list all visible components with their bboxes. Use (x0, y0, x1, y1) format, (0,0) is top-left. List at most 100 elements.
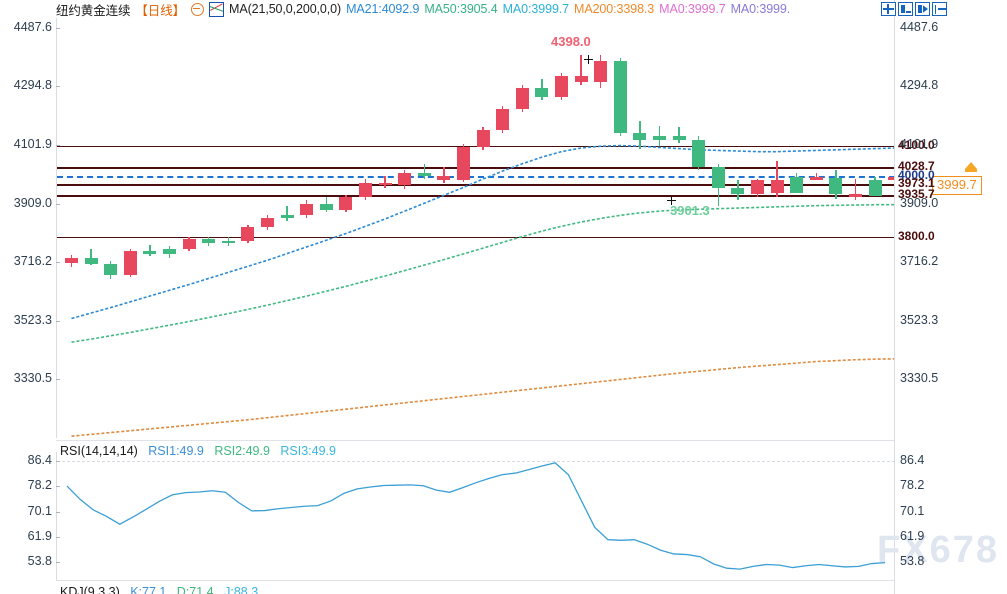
axis-tick (56, 379, 60, 380)
candle-body[interactable] (790, 177, 804, 193)
expand-tool-icon[interactable] (932, 2, 947, 16)
candle-body[interactable] (417, 173, 431, 176)
candle-body[interactable] (770, 180, 784, 193)
candle-body[interactable] (751, 180, 764, 195)
price-level-line[interactable] (57, 175, 895, 178)
price-level-label: 3935.7 (898, 187, 935, 202)
ma0-value-2: MA0:3999.7 (659, 2, 726, 16)
circle-minus-icon[interactable] (191, 2, 205, 16)
rsi-axis-label-right: 78.2 (900, 478, 925, 493)
candle-body[interactable] (398, 173, 412, 185)
rsi3-value: RSI3:49.9 (280, 444, 336, 458)
candle-body[interactable] (809, 177, 823, 180)
candle-body[interactable] (65, 257, 78, 264)
price-level-line[interactable] (57, 236, 895, 239)
candle-body[interactable] (476, 130, 490, 148)
price-axis-label-left: 3523.3 (13, 312, 52, 327)
candle-body[interactable] (84, 257, 98, 265)
candle-body[interactable] (496, 109, 510, 131)
candle-body[interactable] (515, 87, 529, 110)
candle-wick (658, 125, 661, 146)
symbol-name[interactable]: 纽约黄金连续 (56, 3, 131, 18)
candle-body[interactable] (339, 197, 353, 210)
candle-body[interactable] (594, 60, 608, 82)
candle-body[interactable] (182, 239, 196, 250)
candle-body[interactable] (574, 75, 588, 82)
price-level-line[interactable] (57, 145, 895, 148)
ma-line-series (71, 144, 895, 320)
axis-tick (56, 203, 60, 205)
last-price-tag[interactable]: 3999.7 (932, 176, 982, 195)
candle-body[interactable] (300, 203, 314, 216)
candle-wick (776, 160, 778, 198)
axis-tick (56, 262, 60, 263)
rsi-axis-label-left: 70.1 (27, 503, 52, 518)
candle-body[interactable] (633, 133, 647, 140)
candle-body[interactable] (359, 182, 372, 198)
zoom-region-tool-icon[interactable] (915, 2, 930, 16)
rsi2-value: RSI2:49.9 (214, 444, 270, 458)
kdj-formula: KDJ(9,3,3) (60, 585, 120, 594)
axis-tick (56, 320, 60, 322)
axis-tick (56, 28, 60, 29)
last-price-arrow-icon (965, 162, 977, 169)
rsi-axis-label-left: 78.2 (27, 478, 52, 493)
axis-tick (56, 86, 60, 88)
candle-body[interactable] (280, 215, 294, 218)
price-level-line[interactable] (57, 184, 895, 186)
candle-body[interactable] (437, 175, 451, 180)
candle-body[interactable] (692, 139, 706, 167)
candle-body[interactable] (221, 240, 235, 244)
candle-body[interactable] (731, 188, 745, 195)
price-axis-label-right: 4487.6 (900, 20, 939, 34)
candle-body[interactable] (888, 176, 895, 181)
swing-high-label: 4398.0 (551, 34, 591, 49)
candle-body[interactable] (672, 136, 686, 140)
candle-body[interactable] (849, 194, 862, 197)
crosshair-tool-icon[interactable] (881, 2, 896, 16)
candle-body[interactable] (535, 87, 549, 98)
price-level-line[interactable] (57, 195, 895, 197)
price-level-label: 3800.0 (898, 228, 935, 243)
price-level-label: 4100.0 (898, 137, 935, 152)
candle-body[interactable] (711, 166, 725, 189)
candle-body[interactable] (123, 251, 137, 276)
candle-body[interactable] (143, 251, 157, 255)
price-level-label: 3973.1 (898, 176, 935, 191)
price-chart-pane[interactable] (56, 18, 895, 438)
candle-body[interactable] (319, 203, 333, 210)
rsi-axis-label-right: 53.8 (900, 554, 925, 568)
price-axis-label-right: 3330.5 (900, 371, 939, 385)
candle-body[interactable] (829, 178, 843, 195)
axis-tick (56, 486, 60, 488)
candle-body[interactable] (555, 75, 568, 98)
ma50-value: MA50:3905.4 (424, 2, 498, 16)
candle-body[interactable] (104, 264, 118, 276)
candle-body[interactable] (868, 180, 882, 196)
candle-wick (90, 248, 92, 266)
candle-body[interactable] (457, 147, 470, 180)
ma0-value-1: MA0:3999.7 (502, 2, 570, 16)
rsi-formula: RSI(14,14,14) (60, 444, 138, 458)
axis-tick (56, 511, 60, 513)
candle-wick (384, 175, 386, 189)
candle-body[interactable] (261, 217, 274, 228)
candle-body[interactable] (653, 136, 666, 140)
measure-tool-icon[interactable] (898, 2, 913, 16)
ma-indicator-icon[interactable] (209, 1, 225, 17)
period-label[interactable]: 【日线】 (135, 3, 186, 18)
candle-body[interactable] (241, 227, 255, 241)
candle-wick (854, 178, 857, 201)
rsi-legend: RSI(14,14,14) RSI1:49.9 RSI2:49.9 RSI3:4… (60, 444, 336, 458)
ma-formula: MA(21,50,0,200,0,0) (229, 2, 342, 16)
candle-body[interactable] (378, 182, 392, 186)
candle-wick (286, 206, 288, 221)
candle-body[interactable] (613, 60, 627, 134)
candle-body[interactable] (202, 239, 216, 244)
candle-body[interactable] (163, 249, 176, 255)
candle-wick (815, 172, 818, 181)
kdj-j-value: J:88.3 (224, 585, 259, 594)
rsi-chart-pane[interactable] (56, 452, 895, 580)
price-level-line[interactable] (57, 167, 895, 169)
